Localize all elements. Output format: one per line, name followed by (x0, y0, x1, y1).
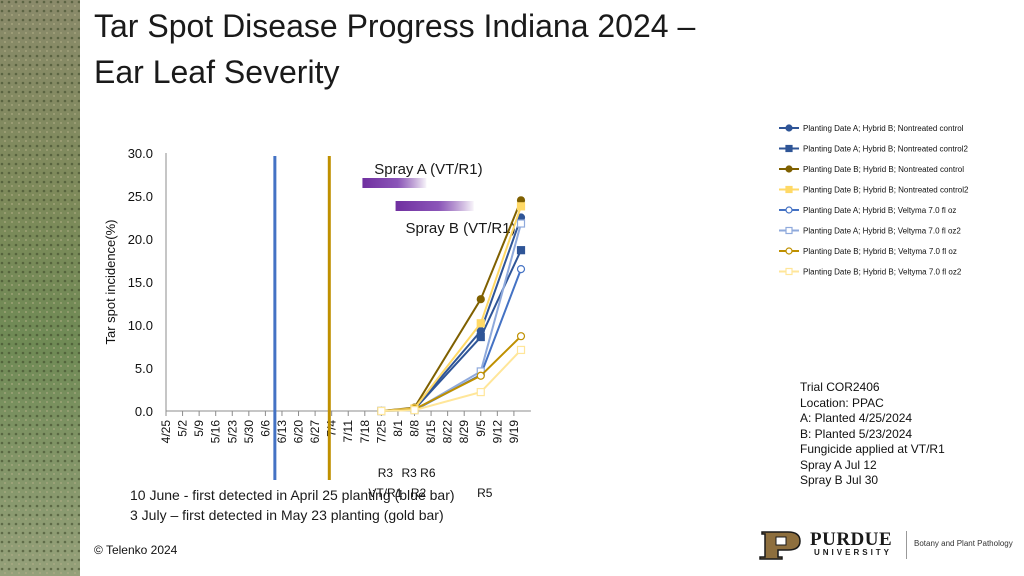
x-tick-label: 4/25 (159, 420, 173, 444)
x-tick-label: 6/6 (258, 420, 272, 437)
y-tick-label: 0.0 (135, 404, 153, 419)
series-line (381, 217, 522, 412)
y-tick-label: 10.0 (128, 318, 153, 333)
data-point (516, 332, 526, 341)
legend-swatch-marker (785, 247, 793, 255)
data-point (476, 332, 485, 342)
logo-divider (906, 531, 907, 559)
legend-swatch-marker (785, 144, 793, 153)
growth-stage-label: R3 R6 (401, 466, 435, 480)
trial-info-line: A: Planted 4/25/2024 (800, 411, 913, 425)
purdue-logo: PURDUE UNIVERSITY Botany and Plant Patho… (758, 528, 1018, 562)
legend-entry-label: Planting Date B; Hybrid B; Veltyma 7.0 f… (803, 268, 962, 277)
series-line (381, 349, 522, 412)
trial-info-line: Spray A Jul 12 (800, 457, 877, 472)
data-point (516, 202, 526, 211)
x-tick-label: 9/19 (507, 420, 521, 444)
x-tick-label: 5/2 (176, 420, 190, 437)
legend-entry-label: Planting Date A; Hybrid B; Nontreated co… (803, 145, 969, 154)
data-point (377, 406, 386, 416)
trial-info-line: B: Planted 5/23/2024 (800, 426, 913, 441)
legend-entry-label: Planting Date B; Hybrid B; Nontreated co… (803, 165, 964, 174)
logo-department: Botany and Plant Pathology (914, 539, 1013, 548)
x-tick-label: 7/25 (374, 420, 388, 444)
x-tick-label: 8/1 (391, 420, 405, 437)
purdue-p-icon (759, 531, 801, 560)
x-tick-label: 7/11 (341, 420, 355, 443)
data-point (516, 246, 526, 255)
y-tick-label: 5.0 (135, 361, 153, 376)
growth-stage-label: R5 (477, 486, 493, 500)
x-tick-label: 9/12 (490, 420, 504, 444)
trial-info-line: Location: PPAC (800, 395, 884, 410)
x-tick-label: 8/8 (408, 420, 422, 437)
x-tick-label: 5/23 (225, 420, 239, 444)
data-point (516, 265, 526, 274)
trial-info-line: Trial COR2406 (800, 380, 880, 394)
legend-swatch-marker (785, 206, 793, 214)
x-tick-label: 7/18 (358, 420, 372, 444)
data-point (516, 219, 526, 228)
legend-entry-label: Planting Date B; Hybrid B; Veltyma 7.0 f… (803, 247, 957, 256)
logo-subtitle: UNIVERSITY (814, 548, 893, 557)
aerial-field-photo-strip (0, 0, 80, 576)
x-tick-label: 6/20 (292, 420, 306, 444)
logo-name: PURDUE (810, 529, 893, 550)
data-point (476, 295, 485, 304)
legend-swatch-marker (785, 267, 793, 276)
spray-band-bar (395, 201, 474, 211)
data-point (410, 406, 419, 415)
legend-entry-label: Planting Date B; Hybrid B; Nontreated co… (803, 186, 969, 195)
spray-band-label: Spray A (VT/R1) (374, 161, 482, 178)
x-tick-label: 5/9 (192, 420, 206, 437)
legend-entry-label: Planting Date A; Hybrid B; Veltyma 7.0 f… (803, 206, 956, 215)
copyright-text: © Telenko 2024 (94, 543, 178, 557)
x-tick-label: 6/13 (275, 420, 289, 444)
y-tick-label: 15.0 (128, 275, 153, 290)
x-tick-label: 8/15 (424, 420, 438, 444)
series-line (381, 205, 522, 412)
legend-swatch-marker (785, 165, 793, 173)
y-axis-label: Tar spot incidence(%) (103, 220, 118, 345)
legend-swatch-marker (785, 226, 793, 235)
data-point (476, 319, 485, 328)
x-tick-label: 8/22 (441, 420, 455, 444)
growth-stage-label: R2 (411, 486, 427, 500)
growth-stage-label: R3 (378, 466, 394, 480)
x-tick-label: 8/29 (457, 420, 471, 444)
x-tick-label: 6/27 (308, 420, 322, 444)
data-point (476, 371, 485, 380)
legend-entry-label: Planting Date A; Hybrid B; Nontreated co… (803, 124, 964, 133)
y-tick-label: 25.0 (128, 189, 153, 204)
y-tick-label: 30.0 (128, 146, 153, 161)
slide-title-line-2: Ear Leaf Severity (94, 54, 340, 90)
spray-band-bar (362, 178, 427, 188)
x-tick-label: 5/30 (242, 420, 256, 444)
data-point (476, 387, 485, 397)
trial-info-line: Fungicide applied at VT/R1 (800, 442, 945, 456)
note-first-detected-april: 10 June - first detected in April 25 pla… (130, 487, 455, 503)
x-tick-label: 9/5 (474, 420, 488, 437)
legend-swatch-marker (785, 185, 793, 194)
trial-info-box: Trial COR2406 Location: PPAC A: Planted … (800, 380, 945, 489)
legend-entry-label: Planting Date A; Hybrid B; Veltyma 7.0 f… (803, 227, 961, 236)
x-tick-label: 7/4 (325, 420, 339, 437)
note-first-detected-may: 3 July – first detected in May 23 planti… (130, 507, 444, 523)
growth-stage-label: VT/R1 (368, 486, 402, 500)
trial-info-line: Spray B Jul 30 (800, 473, 879, 487)
legend-swatch-marker (785, 124, 793, 132)
spray-band-label: Spray B (VT/R1) (406, 220, 516, 237)
slide-title-line-1: Tar Spot Disease Progress Indiana 2024 – (94, 8, 696, 44)
y-tick-label: 20.0 (128, 232, 153, 247)
x-tick-label: 5/16 (209, 420, 223, 444)
data-point (516, 345, 526, 355)
